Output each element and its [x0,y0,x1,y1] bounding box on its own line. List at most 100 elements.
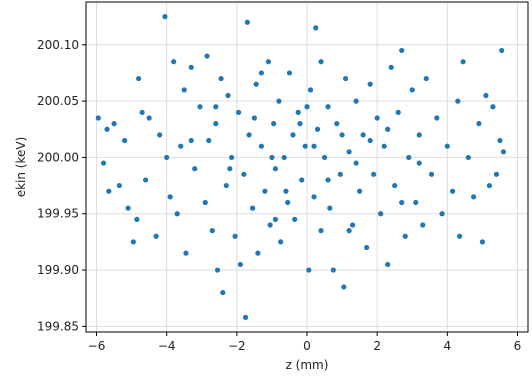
data-point [388,64,394,70]
data-point [167,194,173,200]
data-point [262,188,268,194]
data-point [483,92,489,99]
data-point [325,104,331,110]
data-point [197,104,203,110]
data-point [134,216,140,222]
data-point [267,222,273,228]
data-point [307,87,314,93]
data-point [146,115,152,121]
data-point [251,115,257,121]
data-point [181,87,187,93]
data-point [253,81,259,87]
data-point [206,137,212,144]
data-point [209,228,215,234]
x-tick-label: −4 [158,339,176,353]
data-point [272,216,279,222]
data-point [213,104,219,110]
data-point [311,194,317,200]
data-point [223,182,229,189]
data-point [188,64,194,70]
data-point [465,154,471,161]
y-axis-label: ekin (keV) [14,137,28,198]
data-point [374,115,380,121]
data-point [283,188,289,194]
data-point [499,47,505,54]
data-point [420,222,426,228]
data-point [95,115,101,121]
data-point [360,132,366,138]
data-point [497,137,503,144]
data-point [188,137,194,144]
data-point [334,121,340,127]
data-point [299,177,305,183]
data-point [302,143,308,149]
data-point [153,233,159,239]
data-point [243,314,249,320]
data-point [416,132,422,138]
data-point [162,14,168,20]
data-point [350,222,356,228]
data-point [346,228,352,234]
data-point [214,267,221,273]
data-point [143,177,149,183]
data-point [218,75,224,82]
data-point [104,126,110,132]
x-tick-label: 0 [303,339,311,353]
y-tick-label: 200.00 [37,150,79,164]
y-tick-label: 199.85 [37,319,79,333]
data-point [325,177,331,183]
data-point [290,132,296,138]
data-point [281,154,287,161]
y-axis-ticks: 199.85 199.90 199.95 200.00 200.05 200.10 [37,38,86,333]
data-point [235,109,242,115]
data-point [471,194,477,200]
y-tick-label: 199.95 [37,207,79,221]
data-point [341,284,347,290]
data-point [255,250,261,256]
data-point [476,121,482,127]
grid-lines [86,2,528,332]
data-point [111,121,117,127]
data-point [311,143,317,149]
x-tick-label: −6 [88,339,106,353]
data-point [183,250,189,256]
x-tick-label: 2 [373,339,381,353]
data-point [367,81,373,87]
data-point [327,205,333,211]
data-point [367,137,373,144]
x-tick-label: 4 [443,339,451,353]
data-point [269,154,275,161]
data-point [399,199,405,206]
data-point [265,59,272,65]
data-point [346,149,352,155]
data-point [237,261,243,268]
data-point [174,211,180,217]
data-point [246,132,252,138]
data-point [304,104,310,110]
data-point [125,205,131,211]
data-point [434,115,440,121]
data-point [100,160,107,166]
data-point [271,121,277,127]
data-point [353,160,359,166]
data-point [285,199,291,206]
data-point [456,233,463,239]
data-point [409,87,415,93]
data-point [272,166,279,172]
data-point [353,98,359,104]
data-point [318,59,324,65]
data-point [460,59,466,65]
data-point [306,267,312,273]
data-point [385,126,391,132]
data-point [258,143,264,149]
y-tick-label: 200.10 [37,38,79,52]
data-point [157,132,163,138]
data-point [286,70,293,76]
data-point [220,289,226,296]
scatter-points [95,14,507,320]
data-point [490,104,496,110]
x-tick-label: 6 [514,339,522,353]
data-point [313,25,319,31]
data-point [244,19,250,25]
